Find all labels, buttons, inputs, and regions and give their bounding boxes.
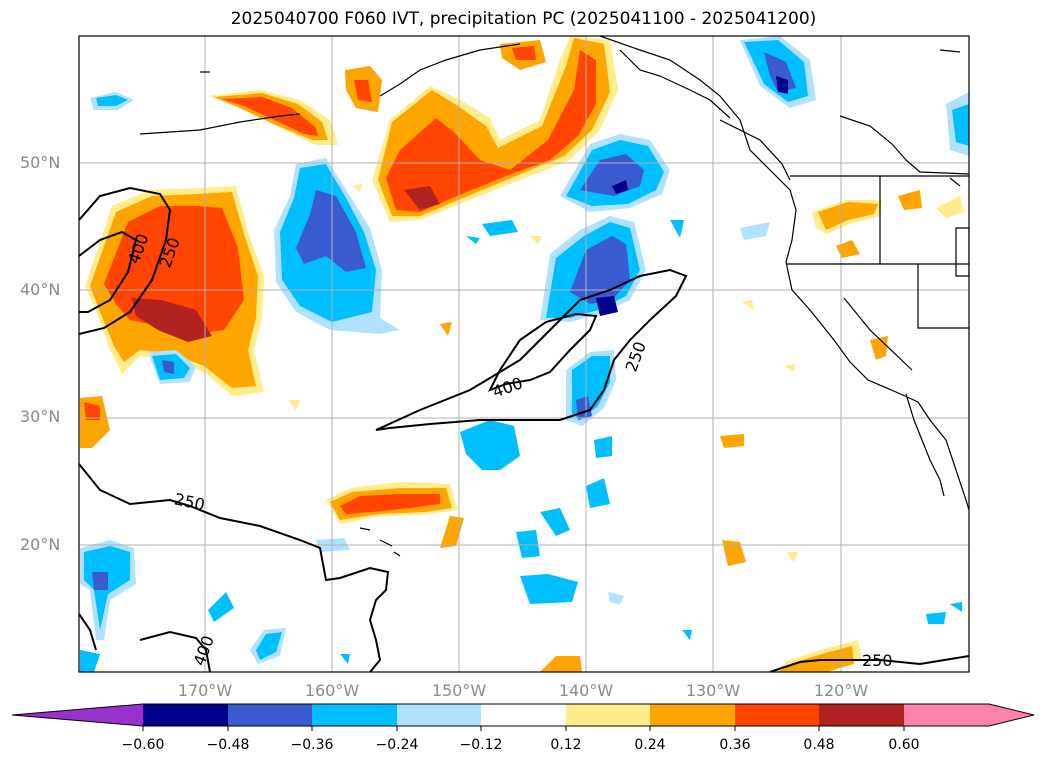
coastlines [139, 36, 969, 557]
lon-label-160w: 160°W [304, 681, 360, 700]
colorbar-tick-label: −0.60 [121, 737, 165, 753]
colorbar-tick-label: 0.60 [888, 737, 920, 753]
colorbar-tick-label: −0.48 [206, 737, 250, 753]
lat-label-20n: 20°N [20, 535, 61, 554]
contour-label: 250 [173, 489, 207, 514]
lat-label-50n: 50°N [20, 153, 61, 172]
lon-label-120w: 120°W [813, 681, 869, 700]
colorbar-max-extension [989, 704, 1034, 726]
colorbar-tick-label: −0.36 [290, 737, 334, 753]
ivt-contours [79, 186, 969, 672]
lat-label-40n: 40°N [20, 280, 61, 299]
colorbar-tick-label: −0.24 [375, 737, 419, 753]
map-title: 2025040700 F060 IVT, precipitation PC (2… [230, 9, 817, 29]
contour-label: 250 [862, 651, 893, 670]
colorbar-tick-label: 0.48 [803, 737, 835, 753]
map-frame [78, 35, 970, 673]
lat-label-30n: 30°N [20, 407, 61, 426]
colorbar-tick-label: 0.12 [550, 737, 582, 753]
colorbar-tick-label: −0.12 [459, 737, 503, 753]
colorbar-min-extension [12, 704, 143, 726]
lon-label-130w: 130°W [685, 681, 741, 700]
precipitation-shading [80, 36, 969, 672]
colorbar [11, 703, 1035, 731]
lon-label-170w: 170°W [177, 681, 233, 700]
colorbar-tick-label: 0.36 [719, 737, 751, 753]
lon-label-140w: 140°W [558, 681, 614, 700]
colorbar-tick-label: 0.24 [634, 737, 666, 753]
lon-label-150w: 150°W [431, 681, 487, 700]
graticule [79, 36, 969, 672]
